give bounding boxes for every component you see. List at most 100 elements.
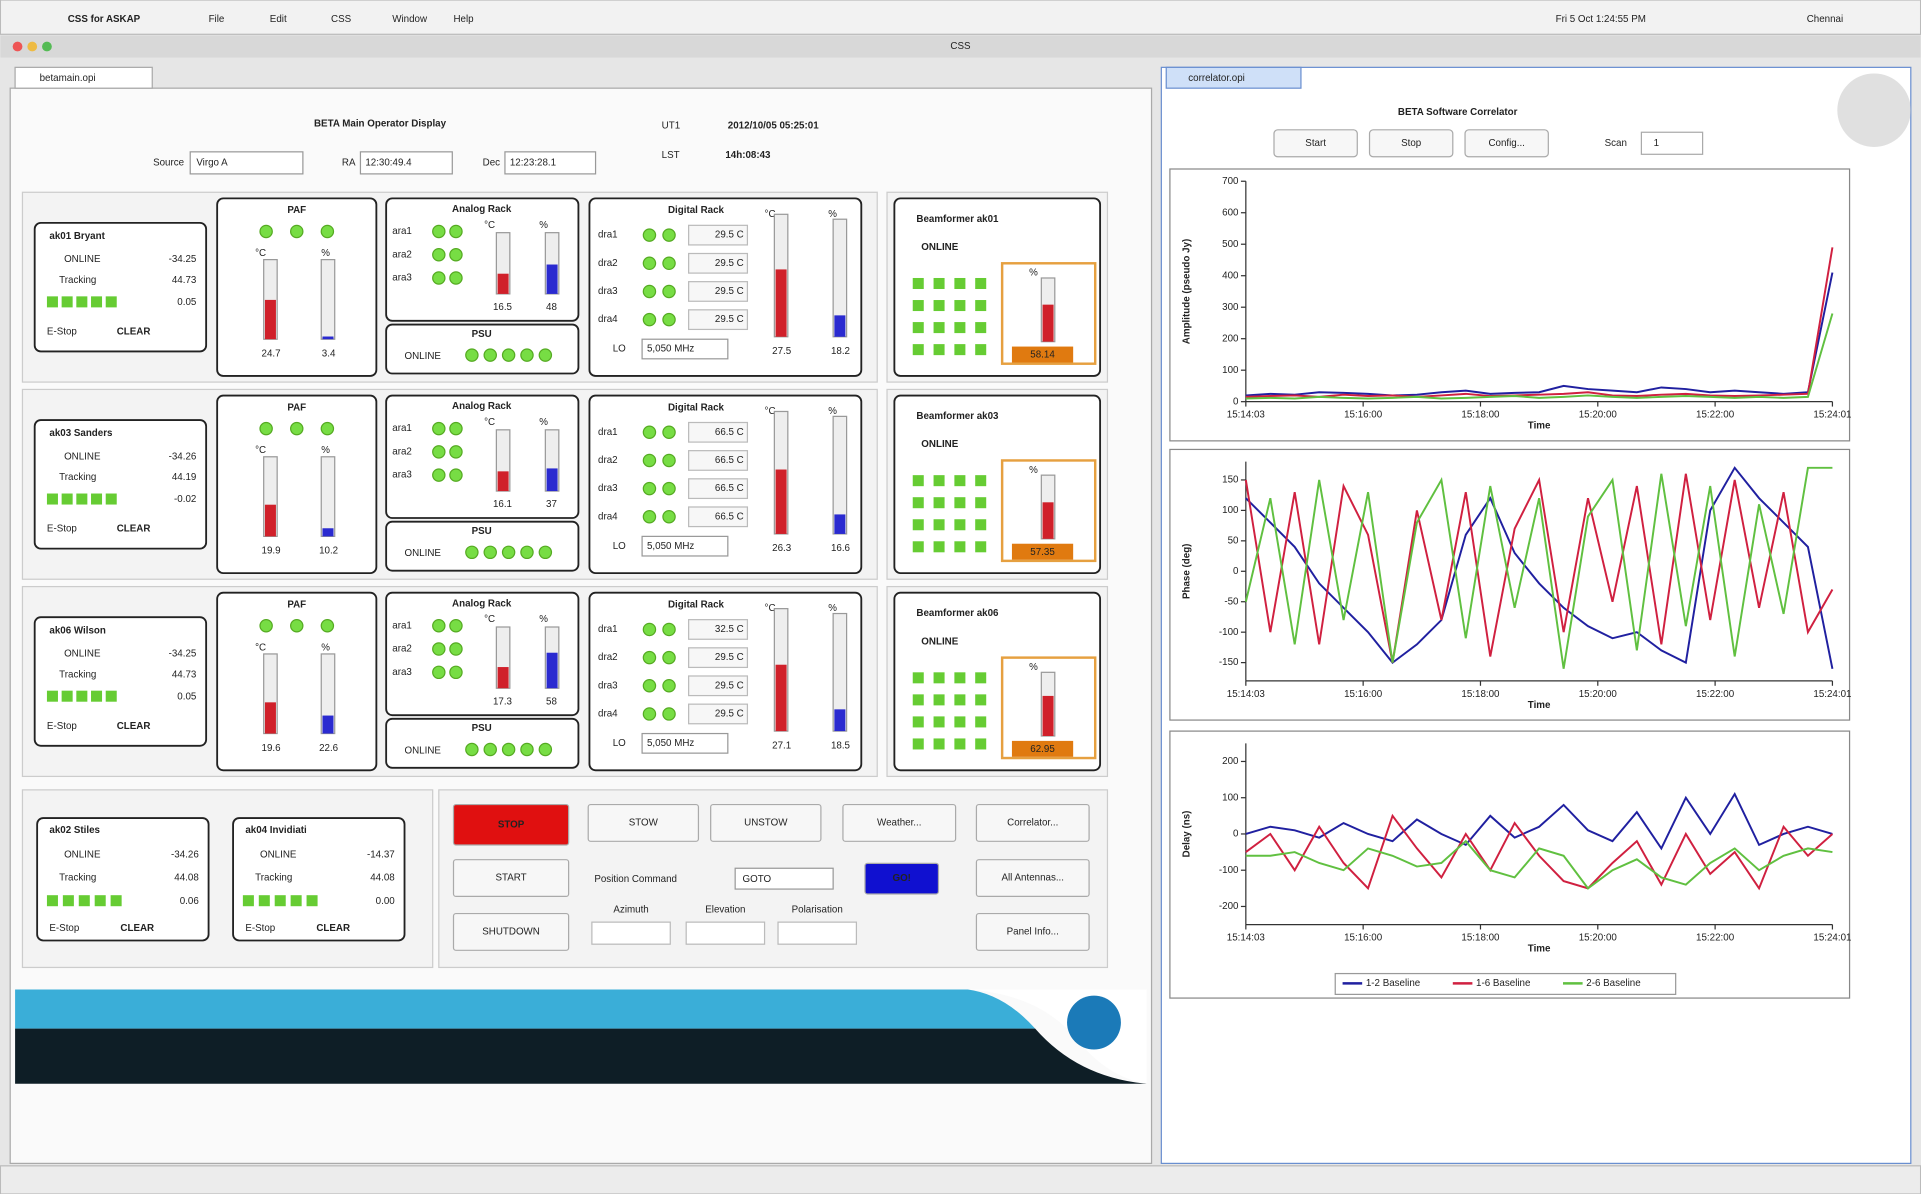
led <box>912 519 924 531</box>
button[interactable] <box>710 803 822 842</box>
position-field[interactable] <box>591 921 671 945</box>
ra-field[interactable] <box>359 151 453 175</box>
button[interactable] <box>864 862 940 895</box>
scan-select[interactable] <box>1640 131 1704 155</box>
rack-temp: 29.5 C <box>715 258 744 269</box>
led <box>642 622 657 637</box>
series-line <box>1245 839 1833 890</box>
button-label: Panel Info... <box>1007 927 1059 938</box>
button[interactable] <box>452 912 570 951</box>
x-tick-label: 15:20:00 <box>1579 410 1618 421</box>
button[interactable] <box>452 859 570 898</box>
rack-field <box>688 224 749 246</box>
goto-select[interactable] <box>734 867 834 890</box>
led <box>105 296 117 308</box>
led <box>306 895 318 907</box>
position-field[interactable] <box>685 921 766 945</box>
left-tab-label[interactable]: betamain.opi <box>40 73 96 84</box>
right-tab-label[interactable]: correlator.opi <box>1188 73 1245 84</box>
gauge-fill <box>546 468 558 492</box>
unit-label: % <box>321 248 330 259</box>
rack-field <box>688 281 749 302</box>
online-value: -34.26 <box>169 451 197 462</box>
psu-title: PSU <box>472 526 492 537</box>
button-label: Stop <box>1401 138 1422 149</box>
led <box>259 619 273 633</box>
right-tab[interactable] <box>1165 66 1302 89</box>
y-tick-label: 200 <box>1222 333 1239 344</box>
analog-row-label: ara1 <box>392 620 412 631</box>
minimize-button[interactable] <box>27 41 38 52</box>
gauge-fill <box>546 264 558 294</box>
analog-row-label: ara1 <box>392 423 412 434</box>
tracking-value: 44.19 <box>172 472 196 483</box>
left-tab[interactable] <box>14 66 153 89</box>
button[interactable] <box>975 803 1090 842</box>
offset-value: 0.05 <box>177 691 197 702</box>
button[interactable] <box>1368 129 1454 158</box>
banner-white <box>15 989 1147 1084</box>
series-line <box>1245 247 1834 398</box>
led <box>520 742 534 757</box>
gauge-fill <box>834 514 846 534</box>
analog-row-label: ara2 <box>392 644 412 655</box>
tracking-value: 44.08 <box>174 873 199 884</box>
estop-label: E-Stop <box>245 923 275 934</box>
dec-field[interactable] <box>504 151 597 175</box>
led <box>933 344 945 356</box>
x-tick-label: 15:14:03 <box>1227 410 1266 421</box>
led <box>449 468 463 482</box>
zoom-button[interactable] <box>42 41 52 52</box>
field-label: Polarisation <box>792 904 843 915</box>
led <box>46 690 58 702</box>
source-field[interactable] <box>189 151 304 175</box>
led <box>91 493 103 505</box>
button[interactable] <box>1464 129 1549 158</box>
button[interactable] <box>452 803 570 846</box>
correlator-title: BETA Software Correlator <box>1398 107 1518 118</box>
x-axis-label: Time <box>1528 700 1551 711</box>
beamformer-value: 57.35 <box>1030 547 1055 558</box>
app-name[interactable]: CSS for ASKAP <box>68 14 141 25</box>
online-value: -34.26 <box>171 849 199 860</box>
series-line <box>1244 473 1834 663</box>
rack-field <box>688 478 749 500</box>
led <box>78 895 90 907</box>
led <box>975 344 987 356</box>
led <box>61 690 73 702</box>
lo-label: LO <box>613 541 626 552</box>
antenna-info <box>232 817 406 942</box>
led <box>662 228 676 242</box>
tracking-value: 44.73 <box>172 669 197 680</box>
lst-value: 14h:08:43 <box>725 150 771 161</box>
digital-row-label: dra1 <box>598 427 618 438</box>
led <box>94 895 106 907</box>
led <box>954 277 966 290</box>
gauge-fill <box>322 528 334 537</box>
rack-temp: 29.5 C <box>715 230 744 241</box>
paf-pct: 22.6 <box>319 743 339 754</box>
button[interactable] <box>587 803 700 842</box>
close-button[interactable] <box>12 41 23 52</box>
button[interactable] <box>842 803 957 842</box>
ra-label: RA <box>342 157 356 168</box>
series-line <box>1245 272 1834 397</box>
led <box>662 622 676 637</box>
unit-label: °C <box>765 603 776 614</box>
rack-field <box>688 450 749 471</box>
rack-field <box>688 309 749 331</box>
digital-pct: 18.2 <box>831 346 850 357</box>
button[interactable] <box>1273 129 1358 158</box>
digital-row-label: dra2 <box>598 258 618 269</box>
analog-pct: 58 <box>546 696 557 707</box>
position-field[interactable] <box>777 921 858 945</box>
beamformer-name: Beamformer ak03 <box>916 411 999 422</box>
gauge-fill <box>775 269 787 337</box>
led <box>642 707 657 721</box>
button[interactable] <box>975 912 1090 951</box>
x-tick-label: 15:24:01 <box>1813 689 1851 700</box>
button[interactable] <box>975 859 1090 898</box>
online-label: ONLINE <box>64 254 101 265</box>
digital-row-label: dra2 <box>598 652 618 663</box>
